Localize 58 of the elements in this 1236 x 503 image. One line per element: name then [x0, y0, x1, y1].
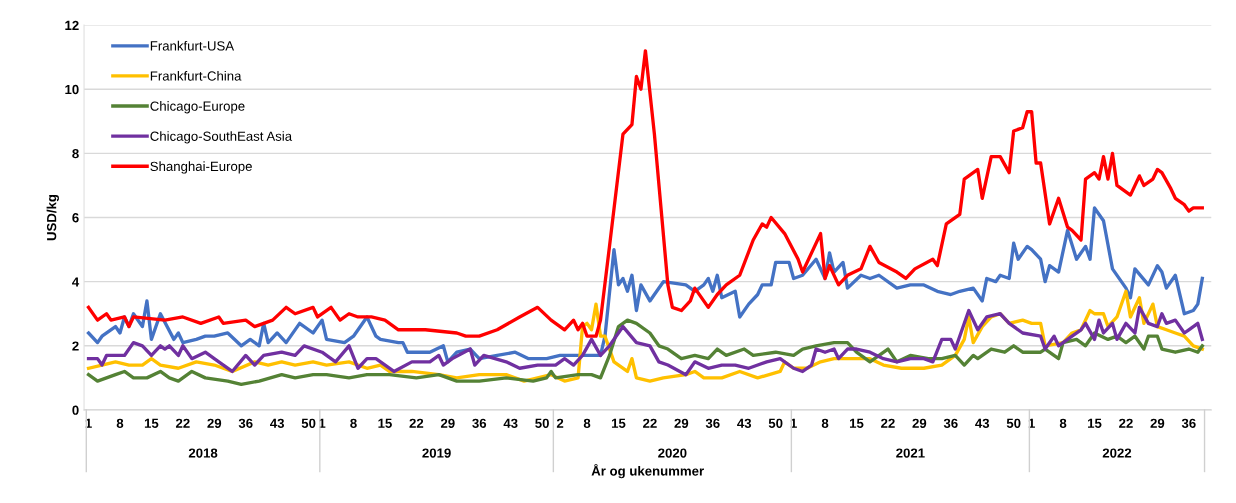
- x-tick-label: 43: [503, 418, 518, 428]
- x-tick-label: 22: [175, 418, 190, 428]
- x-tick-label: 2: [556, 418, 564, 428]
- line-series: [86, 49, 1204, 338]
- x-tick-label: 15: [144, 418, 159, 428]
- legend-label: Chicago-Europe: [150, 101, 245, 114]
- x-tick-label: 36: [472, 418, 487, 428]
- legend-label: Frankfurt-China: [150, 70, 242, 81]
- x-axis-title: År og ukenummer: [591, 463, 704, 479]
- x-tick-label: 43: [737, 418, 752, 428]
- legend-label: Chicago-SouthEast Asia: [150, 131, 293, 144]
- legend-label: Shanghai-Europe: [150, 161, 252, 174]
- y-tick-label: 8: [72, 148, 79, 159]
- x-tick-label: 43: [270, 418, 285, 428]
- x-tick-label: 36: [943, 418, 958, 428]
- line-series: [86, 305, 1204, 377]
- x-tick-label: 15: [1088, 418, 1102, 428]
- x-tick-label: 15: [611, 418, 626, 428]
- y-tick-label: 0: [72, 405, 79, 415]
- x-tick-label: 22: [409, 418, 424, 428]
- x-tick-label: 22: [1119, 418, 1133, 428]
- x-tick-label: 1: [319, 418, 326, 428]
- text: 2022: [1102, 448, 1132, 458]
- x-tick-label: 29: [1150, 418, 1165, 428]
- x-tick-label: 36: [705, 418, 720, 428]
- text: 2021: [896, 448, 925, 458]
- x-tick-label: 29: [440, 418, 455, 428]
- x-tick-label: 29: [674, 418, 689, 428]
- y-tick-label: 6: [72, 213, 79, 223]
- x-tick-label: 43: [975, 418, 990, 428]
- x-tick-label: 22: [881, 418, 895, 428]
- x-tick-label: 15: [378, 418, 392, 428]
- x-tick-label: 22: [643, 418, 657, 428]
- legend-label: Frankfurt-USA: [150, 40, 235, 51]
- line-series: [86, 206, 1204, 364]
- text: 2018: [188, 448, 218, 458]
- x-tick-label: 29: [912, 418, 927, 428]
- x-tick-label: 50: [535, 418, 549, 428]
- x-tick-label: 8: [821, 418, 829, 428]
- y-tick-label: 2: [72, 341, 79, 351]
- line-series: [86, 318, 1204, 386]
- x-tick-label: 36: [1181, 418, 1196, 428]
- x-tick-label: 50: [1006, 418, 1021, 428]
- x-tick-label: 8: [1059, 418, 1067, 428]
- y-tick-label: 4: [72, 277, 80, 287]
- x-tick-label: 29: [207, 418, 222, 428]
- x-tick-label: 50: [301, 418, 316, 428]
- x-tick-label: 15: [849, 418, 864, 428]
- y-tick-label: 12: [65, 20, 79, 30]
- text: 2019: [422, 448, 451, 458]
- x-tick-label: 8: [583, 418, 591, 428]
- x-tick-label: 36: [238, 418, 253, 428]
- x-tick-label: 8: [116, 418, 124, 428]
- x-tick-label: 50: [768, 418, 783, 428]
- text: 2020: [658, 448, 687, 458]
- y-axis-title: USD/kg: [46, 194, 59, 241]
- y-tick-label: 10: [65, 84, 79, 95]
- x-tick-label: 8: [350, 418, 357, 428]
